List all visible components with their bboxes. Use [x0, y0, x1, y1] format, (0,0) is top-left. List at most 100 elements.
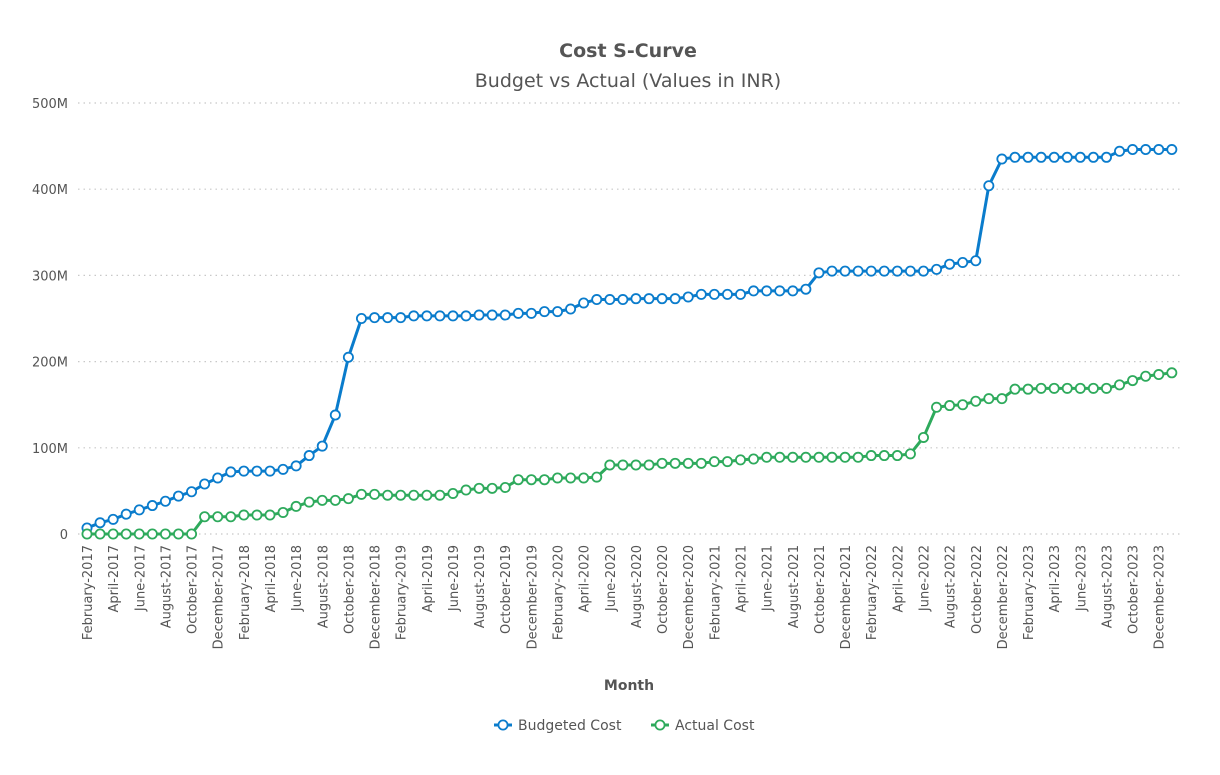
data-point	[1153, 369, 1165, 381]
data-point	[1140, 144, 1152, 156]
data-point	[1114, 145, 1126, 157]
data-point	[342, 351, 354, 363]
data-point	[591, 471, 603, 483]
data-point	[800, 451, 812, 463]
data-point	[1087, 151, 1099, 163]
x-tick-label: April-2019	[421, 545, 436, 613]
data-point	[212, 511, 224, 523]
data-point	[996, 153, 1008, 165]
data-point	[120, 528, 132, 540]
data-point	[303, 450, 315, 462]
data-point	[565, 472, 577, 484]
x-tick-label: August-2018	[316, 545, 331, 628]
data-point	[107, 513, 119, 525]
data-point	[512, 474, 524, 486]
x-tick-label: August-2022	[944, 545, 959, 628]
data-point	[983, 180, 995, 192]
data-point	[408, 310, 420, 322]
x-tick-label: December-2020	[682, 545, 697, 649]
x-tick-label: October-2020	[656, 545, 671, 634]
y-axis-ticks: 0 100M 200M 300M 400M 500M	[32, 97, 68, 543]
data-point	[421, 310, 433, 322]
x-tick-label: June-2018	[290, 545, 305, 612]
legend-marker-icon	[654, 719, 666, 731]
x-tick-label: October-2019	[499, 545, 514, 634]
data-point	[329, 409, 341, 421]
data-point	[552, 306, 564, 318]
data-point	[342, 493, 354, 505]
x-tick-label: February-2017	[81, 545, 96, 640]
x-tick-label: April-2018	[264, 545, 279, 613]
legend: Budgeted Cost Actual Cost	[494, 718, 755, 734]
data-point	[369, 488, 381, 500]
chart-subtitle: Budget vs Actual (Values in INR)	[475, 70, 781, 92]
data-point	[617, 294, 629, 306]
data-point	[94, 517, 106, 529]
data-point	[447, 310, 459, 322]
data-point	[669, 293, 681, 305]
series-line	[87, 371, 1173, 536]
data-point	[303, 496, 315, 508]
x-tick-label: April-2017	[107, 545, 122, 613]
x-tick-label: February-2023	[1022, 545, 1037, 640]
data-point	[565, 303, 577, 315]
data-point	[395, 312, 407, 324]
data-point	[172, 490, 184, 502]
x-tick-label: June-2019	[447, 545, 462, 612]
data-point	[904, 265, 916, 277]
data-point	[251, 465, 263, 477]
data-point	[1074, 151, 1086, 163]
data-point	[604, 294, 616, 306]
data-point	[1166, 367, 1178, 379]
data-point	[617, 459, 629, 471]
x-tick-label: December-2023	[1153, 545, 1168, 649]
data-point	[721, 288, 733, 300]
y-tick-label: 0	[60, 528, 68, 543]
x-tick-label: August-2023	[1100, 545, 1115, 628]
x-tick-label: December-2022	[996, 545, 1011, 649]
data-point	[199, 478, 211, 490]
x-tick-label: June-2020	[604, 545, 619, 612]
data-point	[983, 393, 995, 405]
data-point	[264, 509, 276, 521]
data-point	[643, 459, 655, 471]
data-point	[81, 528, 93, 540]
data-point	[852, 451, 864, 463]
data-point	[931, 401, 943, 413]
data-point	[552, 472, 564, 484]
x-tick-label: October-2017	[186, 545, 201, 634]
data-point	[212, 472, 224, 484]
data-point	[408, 489, 420, 501]
x-axis-title: Month	[604, 678, 654, 694]
data-point	[1074, 382, 1086, 394]
data-point	[1009, 151, 1021, 163]
data-point	[865, 265, 877, 277]
data-point	[656, 293, 668, 305]
series-group	[81, 144, 1178, 540]
data-point	[159, 495, 171, 507]
x-tick-label: August-2019	[473, 545, 488, 628]
data-point	[578, 297, 590, 309]
x-tick-label: August-2017	[159, 545, 174, 628]
data-point	[447, 487, 459, 499]
data-point	[525, 474, 537, 486]
data-point	[355, 312, 367, 324]
y-tick-label: 400M	[32, 183, 68, 198]
legend-item-actual-cost: Actual Cost	[651, 718, 755, 734]
data-point	[682, 457, 694, 469]
x-tick-label: October-2023	[1127, 545, 1142, 634]
data-point	[290, 460, 302, 472]
data-point	[225, 466, 237, 478]
data-point	[1061, 151, 1073, 163]
data-point	[460, 310, 472, 322]
data-point	[917, 265, 929, 277]
data-point	[329, 494, 341, 506]
data-point	[591, 294, 603, 306]
series-line	[86, 148, 1172, 530]
data-point	[395, 489, 407, 501]
data-point	[852, 265, 864, 277]
data-point	[630, 459, 642, 471]
legend-marker-icon	[497, 719, 509, 731]
data-point	[1153, 144, 1165, 156]
x-tick-label: February-2022	[865, 545, 880, 640]
